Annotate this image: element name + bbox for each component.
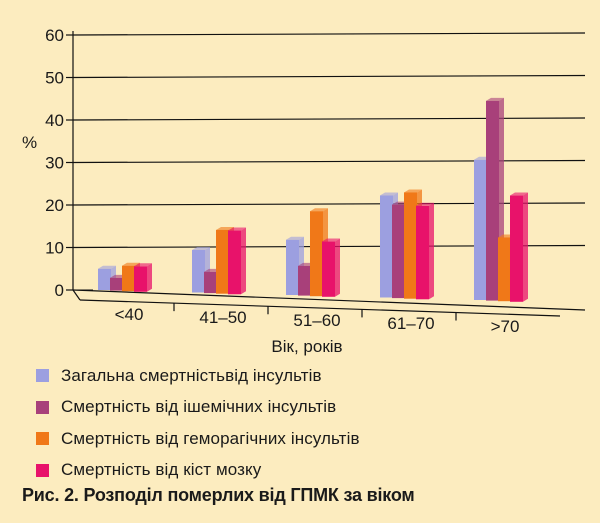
x-axis-line <box>79 299 561 317</box>
bar <box>192 250 205 293</box>
x-tick-label: 61–70 <box>387 314 434 333</box>
bars-layer <box>98 97 528 302</box>
legend-item: Смертність від геморагічних інсультів <box>36 423 556 455</box>
bar <box>322 241 335 297</box>
legend-label: Смертність від ішемічних інсультів <box>61 397 337 417</box>
y-tick-label: 10 <box>45 239 64 258</box>
bar <box>380 195 393 298</box>
legend-label: Смертність від кіст мозку <box>61 460 262 480</box>
legend-item: Загальна смертністьвід інсультів <box>36 360 556 392</box>
x-tick-label: >70 <box>491 317 520 336</box>
bar-top <box>192 247 210 250</box>
bar <box>110 277 123 291</box>
bar-top <box>122 262 140 266</box>
bar <box>404 192 417 299</box>
bar-top <box>310 208 328 212</box>
legend-label: Загальна смертністьвід інсультів <box>61 365 322 385</box>
bar-chart: 0 10 20 30 40 50 60 <40 41–50 51–60 61–70 >70 % Вік… <box>22 26 586 356</box>
y-tick-label: 0 <box>55 281 64 300</box>
bar <box>498 237 511 302</box>
bar-top <box>98 265 116 269</box>
axis-layer: 0 10 20 30 40 50 60 <40 41–50 51–60 61–70 >70 <box>45 26 561 336</box>
bar <box>122 265 135 292</box>
gridline <box>72 289 586 311</box>
bar-top <box>216 226 234 230</box>
bar <box>134 266 147 292</box>
bar-top <box>322 238 340 242</box>
legend-label: Смертність від геморагічних інсультів <box>61 428 360 448</box>
x-axis-label: Вік, років <box>271 337 342 356</box>
y-tick-label: 30 <box>45 154 64 173</box>
bar <box>510 195 523 302</box>
bar-top <box>228 227 246 231</box>
legend-item: Смертність від ішемічних інсультів <box>36 392 556 424</box>
bar <box>416 205 429 300</box>
bar <box>286 239 299 295</box>
bar-top <box>286 236 304 240</box>
bar-side <box>147 263 152 292</box>
bar-top <box>486 97 504 101</box>
bar-top <box>510 192 528 196</box>
bar-top <box>416 202 434 206</box>
bar-top <box>404 189 422 193</box>
legend-swatch-icon <box>36 369 49 383</box>
bar <box>474 159 487 300</box>
bar <box>204 271 217 294</box>
y-tick-label: 60 <box>45 26 64 45</box>
bar-top <box>134 263 152 267</box>
bar-side <box>523 192 528 302</box>
grid-layer <box>72 31 586 311</box>
gridline <box>72 202 586 206</box>
x-tick-label: 41–50 <box>199 308 246 327</box>
bar <box>228 230 241 295</box>
bar <box>392 204 405 299</box>
gridline <box>72 117 586 121</box>
figure-caption: Рис. 2. Розподіл померлих від ГПМК за ві… <box>22 485 415 505</box>
bar-top <box>380 192 398 196</box>
y-tick-label: 20 <box>45 196 64 215</box>
legend-swatch-icon <box>36 463 49 477</box>
legend-swatch-icon <box>36 432 49 446</box>
bar <box>486 100 499 301</box>
bar <box>216 229 229 294</box>
bar <box>310 211 323 297</box>
bar-side <box>335 238 340 297</box>
y-tick-label: 40 <box>45 111 64 130</box>
gridline <box>72 159 586 164</box>
legend-swatch-icon <box>36 400 49 414</box>
chart-svg: 0 10 20 30 40 50 60 <40 41–50 51–60 61–70 >70 % Вік… <box>22 26 586 356</box>
x-tick-label: 51–60 <box>293 311 340 330</box>
legend-item: Смертність від кіст мозку <box>36 455 556 487</box>
legend: Загальна смертністьвід інсультів Смертні… <box>36 360 556 486</box>
x-tick-label: <40 <box>115 305 144 324</box>
gridline <box>72 32 586 36</box>
y-axis-label: % <box>22 133 37 152</box>
y-tick-label: 50 <box>45 69 64 88</box>
bar-side <box>429 202 434 300</box>
bar-side <box>241 227 246 295</box>
bar <box>298 265 311 296</box>
bar <box>98 268 111 290</box>
gridline <box>72 74 586 79</box>
